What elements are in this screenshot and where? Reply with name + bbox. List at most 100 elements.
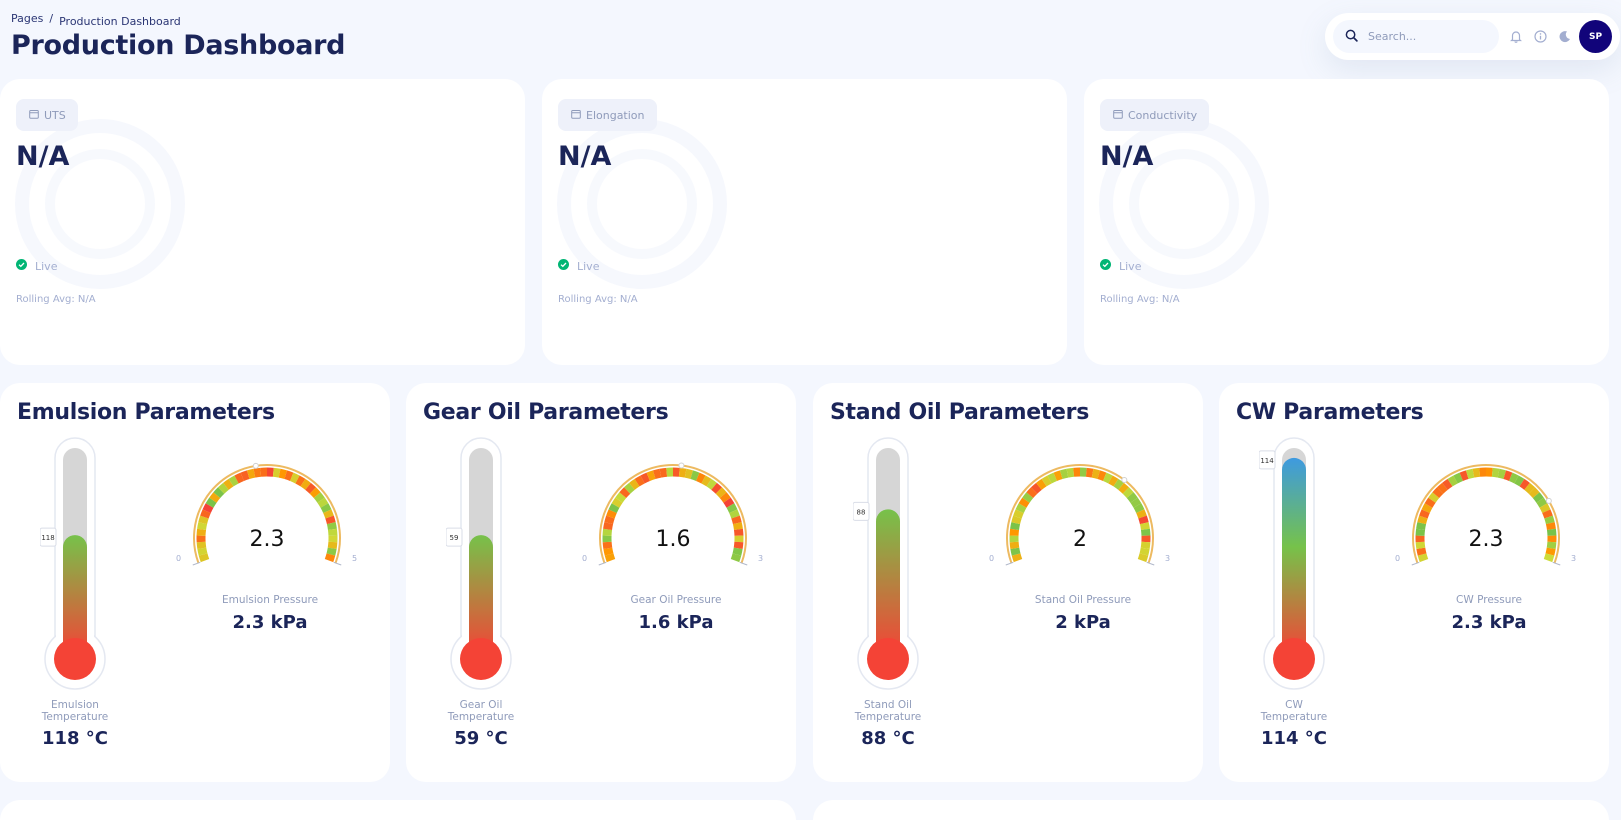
thermo-bulb bbox=[460, 638, 502, 680]
gauge-min-label: 0 bbox=[582, 554, 587, 563]
breadcrumb-root[interactable]: Pages bbox=[11, 12, 44, 25]
panel-title: Stand Oil Parameters bbox=[830, 400, 1090, 425]
kpi-label: Elongation bbox=[586, 108, 645, 122]
bell-icon[interactable] bbox=[1509, 30, 1523, 44]
thermo-bulb bbox=[54, 638, 96, 680]
thermometer-gauge: 118 bbox=[40, 437, 106, 690]
panel-title: CW Parameters bbox=[1236, 400, 1424, 425]
check-circle-icon bbox=[558, 259, 569, 273]
panel-title: Emulsion Parameters bbox=[17, 400, 275, 425]
temperature-label: CW Temperature bbox=[1260, 699, 1328, 723]
kpi-value: N/A bbox=[1100, 141, 1154, 172]
pressure-gauge: 0 3 2 bbox=[989, 464, 1170, 566]
gauge-center-value: 2 bbox=[1073, 527, 1087, 552]
card-decoration bbox=[1129, 149, 1239, 259]
breadcrumb: Pages / Production Dashboard bbox=[11, 12, 181, 28]
panel-stand-oil-parameters: Stand Oil Parameters 88 Stand Oil Tempera… bbox=[813, 383, 1203, 782]
info-icon[interactable] bbox=[1533, 30, 1547, 44]
check-circle-icon bbox=[1100, 259, 1111, 273]
pressure-gauge: 0 32.3 bbox=[1395, 464, 1576, 566]
gauge-min-label: 0 bbox=[1395, 554, 1400, 563]
gauge-outer-ring bbox=[1006, 464, 1154, 564]
kpi-value: N/A bbox=[558, 141, 612, 172]
gauge-max-label: 3 bbox=[1165, 554, 1170, 563]
pressure-value: 1.6 kPa bbox=[638, 612, 714, 633]
thermometer-gauge: 88 bbox=[853, 437, 919, 690]
panel-title: Gear Oil Parameters bbox=[423, 400, 669, 425]
bottom-card-left bbox=[0, 800, 796, 820]
temperature-value: 59 °C bbox=[454, 728, 508, 749]
svg-text:114: 114 bbox=[1260, 457, 1274, 465]
panel-gear-oil-parameters: Gear Oil Parameters 59 Gear Oil Temperatu… bbox=[406, 383, 796, 782]
gauge-arc bbox=[196, 467, 338, 563]
kpi-chip: UTS bbox=[16, 99, 78, 131]
search-input[interactable] bbox=[1368, 30, 1488, 43]
gauge-marker bbox=[1545, 497, 1552, 504]
thermo-bulb bbox=[867, 638, 909, 680]
thermo-fill bbox=[876, 509, 900, 656]
calendar-icon bbox=[29, 109, 39, 122]
temperature-label: Emulsion Temperature bbox=[41, 699, 109, 723]
check-circle-icon bbox=[16, 259, 27, 273]
pressure-gauge: 0 31.6 bbox=[582, 462, 763, 566]
calendar-icon bbox=[1113, 109, 1123, 122]
pressure-label: Stand Oil Pressure bbox=[1034, 594, 1132, 606]
pressure-value: 2.3 kPa bbox=[1451, 612, 1527, 633]
kpi-card-uts: UTS N/A Live Rolling Avg: N/A bbox=[0, 79, 525, 365]
thermo-fill bbox=[1282, 457, 1306, 656]
thermo-bulb bbox=[1273, 638, 1315, 680]
temperature-value: 114 °C bbox=[1260, 728, 1328, 749]
avatar[interactable]: SP bbox=[1579, 20, 1612, 53]
kpi-value: N/A bbox=[16, 141, 70, 172]
temperature-label: Stand Oil Temperature bbox=[854, 699, 922, 723]
breadcrumb-separator: / bbox=[49, 12, 54, 25]
pressure-value: 2.3 kPa bbox=[232, 612, 308, 633]
svg-text:59: 59 bbox=[450, 534, 459, 542]
gauge-min-label: 0 bbox=[176, 554, 181, 563]
live-status: Live bbox=[1100, 259, 1141, 273]
gauge-arc bbox=[602, 467, 744, 563]
gauge-outer-ring bbox=[599, 464, 747, 564]
rolling-avg: Rolling Avg: N/A bbox=[16, 294, 96, 305]
gauge-arc bbox=[1415, 467, 1557, 563]
kpi-chip: Conductivity bbox=[1100, 99, 1210, 131]
kpi-label: UTS bbox=[44, 108, 66, 122]
panel-cw-parameters: CW Parameters 114 CW Temperature 114 °C 0… bbox=[1219, 383, 1609, 782]
bottom-card-right bbox=[813, 800, 1609, 820]
live-label: Live bbox=[1119, 259, 1142, 273]
search-box[interactable] bbox=[1333, 20, 1500, 53]
temperature-tag: 118 bbox=[40, 527, 57, 547]
temperature-value: 88 °C bbox=[861, 728, 915, 749]
pressure-label: Gear Oil Pressure bbox=[630, 594, 722, 606]
search-icon bbox=[1345, 27, 1358, 46]
gauge-center-value: 1.6 bbox=[656, 527, 691, 552]
kpi-label: Conductivity bbox=[1128, 108, 1198, 122]
temperature-tag: 88 bbox=[853, 501, 870, 521]
pressure-label: CW Pressure bbox=[1456, 594, 1522, 606]
gauge-arc bbox=[1009, 467, 1151, 563]
gauge-min-label: 0 bbox=[989, 554, 994, 563]
thermometer-gauge: 114 bbox=[1259, 437, 1325, 690]
gauge-center-value: 2.3 bbox=[1469, 527, 1504, 552]
gauge-marker bbox=[252, 462, 259, 469]
panel-emulsion-parameters: Emulsion Parameters 118 Emulsion Temperat… bbox=[0, 383, 390, 782]
card-decoration bbox=[587, 149, 697, 259]
gauge-marker bbox=[678, 462, 685, 469]
live-label: Live bbox=[577, 259, 600, 273]
pressure-gauge: 0 52.3 bbox=[176, 462, 357, 566]
card-decoration bbox=[45, 149, 155, 259]
rolling-avg: Rolling Avg: N/A bbox=[558, 294, 638, 305]
thermo-fill bbox=[63, 535, 87, 656]
moon-icon[interactable] bbox=[1557, 30, 1571, 44]
gauge-max-label: 5 bbox=[352, 554, 357, 563]
kpi-card-conductivity: Conductivity N/A Live Rolling Avg: N/A bbox=[1084, 79, 1609, 365]
calendar-icon bbox=[571, 109, 581, 122]
gauge-center-value: 2.3 bbox=[250, 527, 285, 552]
top-navbar: SP bbox=[1325, 13, 1620, 60]
temperature-value: 118 °C bbox=[41, 728, 109, 749]
temperature-tag: 114 bbox=[1259, 450, 1276, 470]
kpi-chip: Elongation bbox=[558, 99, 657, 131]
svg-text:88: 88 bbox=[857, 508, 866, 516]
thermo-fill bbox=[469, 535, 493, 656]
svg-text:118: 118 bbox=[41, 534, 54, 542]
